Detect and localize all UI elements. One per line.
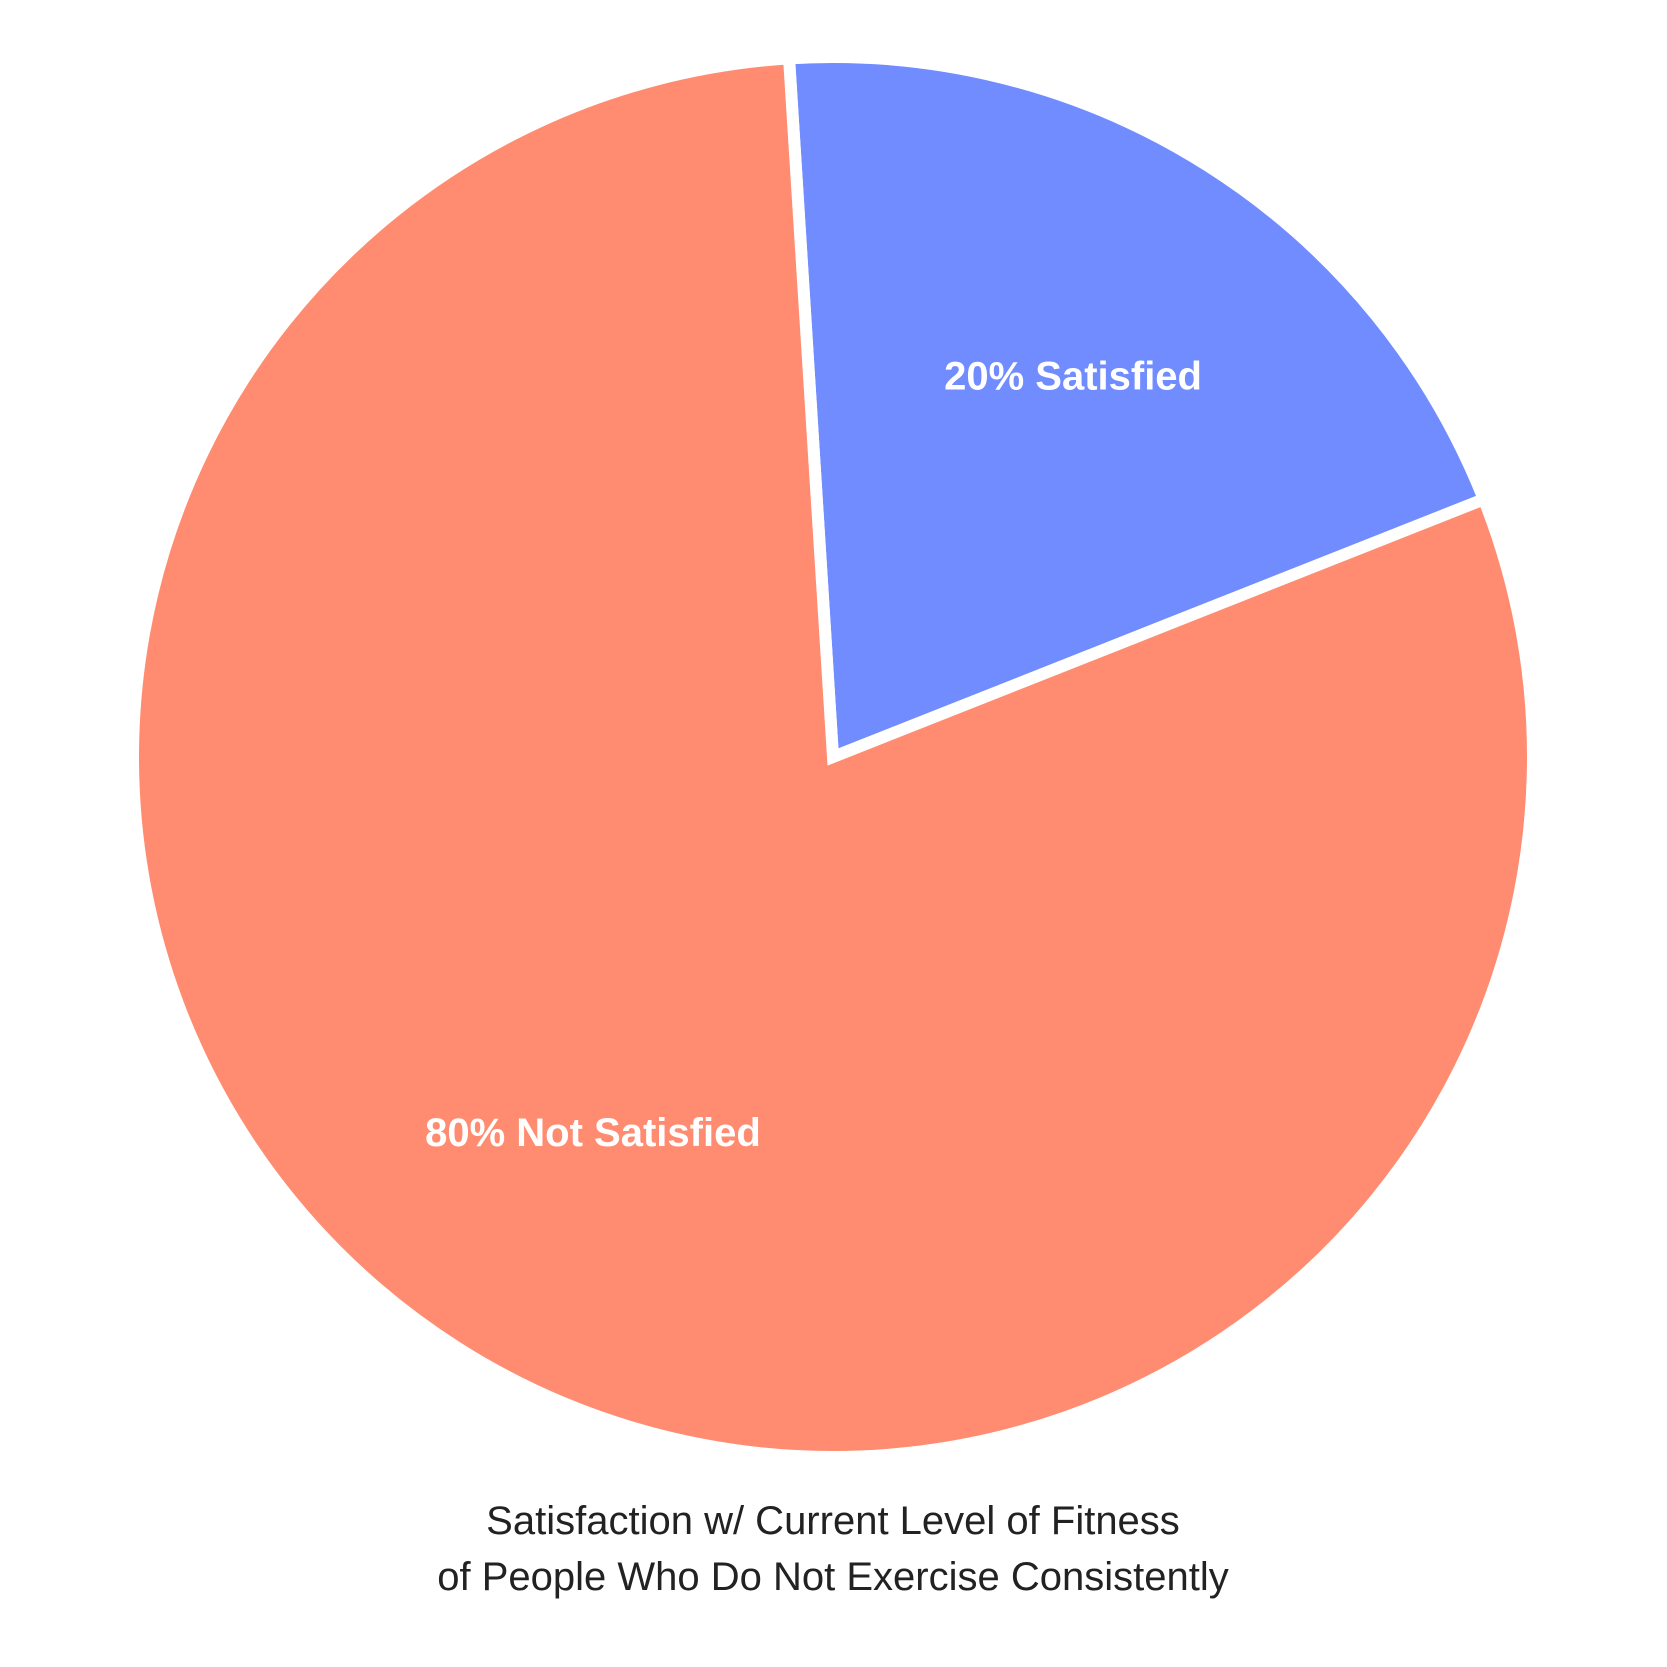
pie-slice-labels: 20% Satisfied 80% Not Satisfied xyxy=(425,354,1202,1155)
pie-slice-1 xyxy=(782,51,1492,766)
pie-slice-2 xyxy=(126,52,1539,1463)
pie-slice-label-2: 80% Not Satisfied xyxy=(425,1111,761,1155)
caption-line-1: Satisfaction w/ Current Level of Fitness xyxy=(486,1499,1180,1543)
pie-slice-label-1: 20% Satisfied xyxy=(944,354,1202,398)
pie-slices xyxy=(126,51,1539,1463)
chart-caption: Satisfaction w/ Current Level of Fitness… xyxy=(437,1499,1228,1599)
caption-line-2: of People Who Do Not Exercise Consistent… xyxy=(437,1555,1228,1599)
